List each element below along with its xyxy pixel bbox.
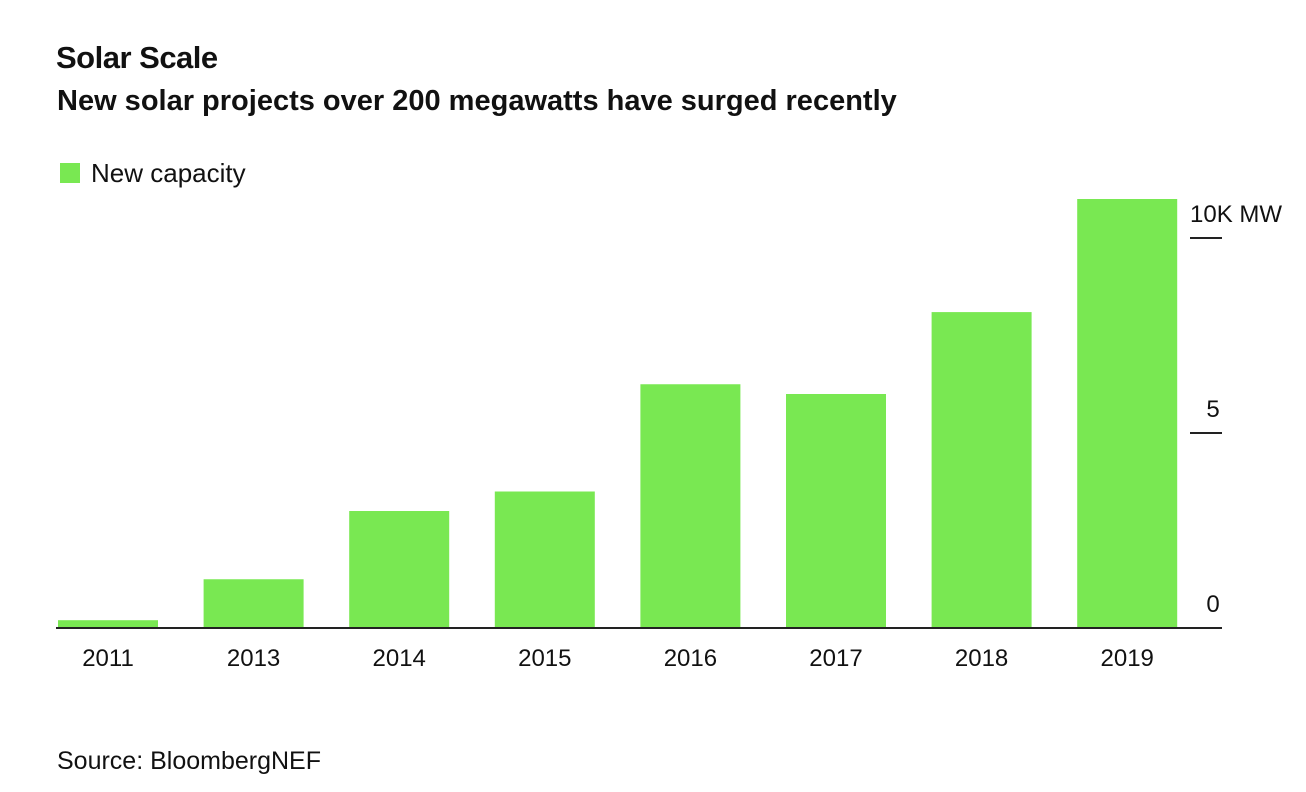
legend-swatch	[60, 163, 80, 183]
x-tick-label: 2017	[809, 645, 862, 672]
legend: New capacity	[60, 156, 246, 190]
legend-label: New capacity	[91, 157, 246, 188]
bar-2018	[931, 312, 1032, 628]
x-axis-tick-labels: 2011 2013 2014 2015 2016 2017 2018 2019	[82, 645, 1154, 672]
bar-2016	[640, 384, 741, 628]
bar-chart: 2011 2013 2014 2015 2016 2017 2018 2019 0 5 10K M…	[56, 199, 1282, 672]
y-axis-ticks: 0 5 10K MW	[1190, 201, 1282, 618]
bar-2014	[349, 511, 450, 628]
x-tick-label: 2013	[227, 645, 280, 672]
chart-title: Solar Scale	[56, 40, 218, 75]
x-tick-label: 2014	[373, 645, 426, 672]
bar-2015	[494, 491, 595, 628]
bar-2011	[58, 620, 158, 628]
y-tick-label: 5	[1206, 396, 1219, 423]
bars-group	[58, 199, 1178, 628]
y-tick-label: 0	[1206, 591, 1219, 618]
x-tick-label: 2018	[955, 645, 1008, 672]
bar-2013	[203, 579, 304, 628]
y-tick-label: 10K MW	[1190, 201, 1282, 228]
chart-subtitle: New solar projects over 200 megawatts ha…	[57, 85, 897, 117]
bar-2017	[786, 394, 886, 628]
x-tick-label: 2015	[518, 645, 571, 672]
x-tick-label: 2016	[664, 645, 717, 672]
x-tick-label: 2019	[1101, 645, 1154, 672]
x-tick-label: 2011	[82, 645, 134, 672]
bar-2019	[1077, 199, 1178, 628]
source-note: Source: BloombergNEF	[57, 747, 322, 775]
